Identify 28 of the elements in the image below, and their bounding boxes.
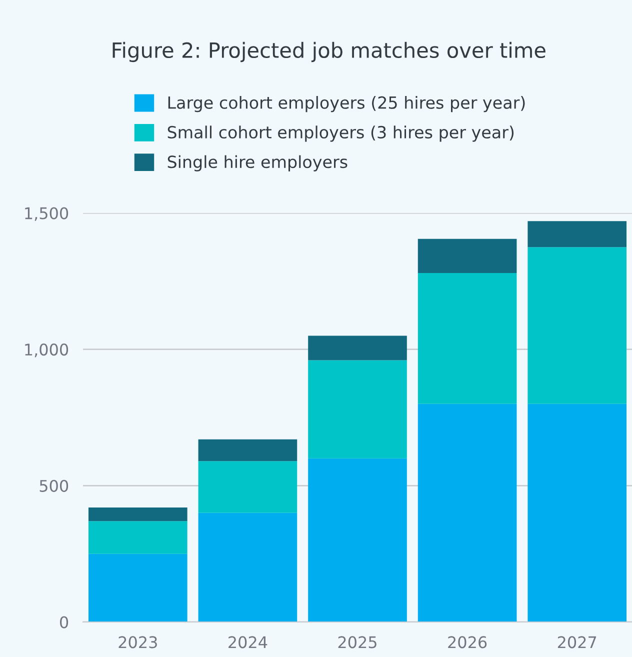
bar	[308, 360, 407, 458]
bar	[418, 272, 517, 404]
bar	[308, 336, 407, 360]
bar	[88, 507, 188, 522]
bar	[198, 512, 298, 622]
y-tick-label: 0	[60, 616, 68, 628]
x-tick-label: 2026	[448, 636, 487, 648]
bar	[198, 461, 298, 513]
x-tick-label: 2025	[338, 636, 376, 648]
x-tick-label: 2023	[118, 636, 157, 648]
y-tick-label: 500	[40, 480, 68, 492]
x-tick-label: 2027	[558, 636, 596, 648]
legend-label: Large cohort employers (25 hires per year)	[168, 96, 525, 112]
bar	[528, 221, 627, 248]
bar	[88, 554, 188, 622]
bar	[418, 238, 517, 273]
legend-label: Single hire employers	[168, 155, 348, 172]
bar	[308, 458, 407, 622]
bar	[418, 404, 517, 622]
x-tick-label: 2024	[228, 636, 268, 648]
legend-label: Small cohort employers (3 hires per year)	[168, 126, 514, 142]
chart-title: Figure 2: Projected job matches over time	[112, 42, 546, 62]
bar	[528, 404, 627, 622]
bar	[88, 521, 188, 554]
y-tick-label: 1,000	[25, 344, 68, 358]
y-tick-label: 1,500	[25, 207, 68, 221]
bar	[198, 439, 298, 462]
bar	[528, 247, 627, 404]
